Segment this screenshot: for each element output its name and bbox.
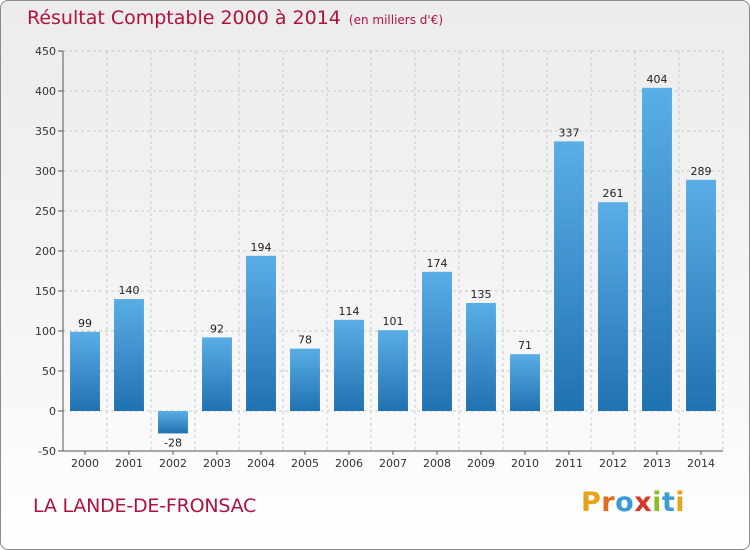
x-tick-label: 2007 xyxy=(379,457,407,470)
chart-title: Résultat Comptable 2000 à 2014 (en millie… xyxy=(27,7,443,29)
x-tick-label: 2001 xyxy=(115,457,143,470)
bar-2014 xyxy=(686,179,716,411)
y-tick-label: 50 xyxy=(42,365,56,378)
y-tick-label: 400 xyxy=(35,85,56,98)
data-label-2012: 261 xyxy=(603,187,624,200)
logo-letter: P xyxy=(581,487,602,518)
data-label-2010: 71 xyxy=(518,339,532,352)
axes: -50 0 50 100 150 200 250 300 350 400 450 2000 2001 20… xyxy=(35,45,723,470)
x-tick-label: 2006 xyxy=(335,457,363,470)
bar-2013 xyxy=(642,87,672,412)
y-tick-label: 250 xyxy=(35,205,56,218)
bar-2007 xyxy=(378,330,408,411)
data-label-2007: 101 xyxy=(383,315,404,328)
data-label-2014: 289 xyxy=(691,165,712,178)
x-tick-label: 2012 xyxy=(599,457,627,470)
logo-letter: r xyxy=(601,487,616,518)
logo-letter: t xyxy=(661,487,676,518)
data-label-2008: 174 xyxy=(427,257,448,270)
x-tick-label: 2013 xyxy=(643,457,671,470)
data-label-2003: 92 xyxy=(210,322,224,335)
logo-letter: o xyxy=(615,487,635,518)
bar-2005 xyxy=(290,348,320,411)
x-tick-label: 2000 xyxy=(71,457,99,470)
data-label-2011: 337 xyxy=(559,126,580,139)
x-tick-label: 2011 xyxy=(555,457,583,470)
chart-subtitle: (en milliers d'€) xyxy=(348,13,444,27)
bar-2000 xyxy=(70,331,100,411)
y-tick-label: 350 xyxy=(35,125,56,138)
x-tick-label: 2005 xyxy=(291,457,319,470)
chart-title-text: Résultat Comptable 2000 à 2014 xyxy=(27,7,341,29)
y-tick-label: 300 xyxy=(35,165,56,178)
data-label-2002: -28 xyxy=(164,436,182,449)
y-tick-label: 200 xyxy=(35,245,56,258)
x-tick-label: 2009 xyxy=(467,457,495,470)
x-tick-label: 2004 xyxy=(247,457,275,470)
bar-2003 xyxy=(202,337,232,411)
logo-letter: i xyxy=(652,487,662,518)
data-labels: 99 140 -28 92 194 78 114 101 174 135 71 337 261 404 28… xyxy=(78,73,712,450)
data-label-2009: 135 xyxy=(471,288,492,301)
data-label-2000: 99 xyxy=(78,317,92,330)
proxiti-logo[interactable]: Proxiti xyxy=(581,487,685,518)
y-tick-label: 0 xyxy=(49,405,56,418)
data-label-2004: 194 xyxy=(251,241,272,254)
bar-2004 xyxy=(246,255,276,411)
bars xyxy=(70,87,716,434)
y-tick-label: -50 xyxy=(38,445,56,458)
data-label-2013: 404 xyxy=(647,73,668,86)
data-label-2006: 114 xyxy=(339,305,360,318)
bar-2002 xyxy=(158,411,188,434)
bar-2001 xyxy=(114,299,144,411)
y-tick-label: 150 xyxy=(35,285,56,298)
y-tick-label: 100 xyxy=(35,325,56,338)
x-tick-label: 2014 xyxy=(687,457,715,470)
data-label-2005: 78 xyxy=(298,334,312,347)
x-tick-label: 2010 xyxy=(511,457,539,470)
bar-2011 xyxy=(554,141,584,411)
x-tick-label: 2003 xyxy=(203,457,231,470)
bar-2010 xyxy=(510,354,540,411)
commune-name: LA LANDE-DE-FRONSAC xyxy=(33,495,257,517)
logo-letter: i xyxy=(675,487,686,518)
logo-letter: x xyxy=(634,487,653,518)
data-label-2001: 140 xyxy=(119,284,140,297)
bar-2006 xyxy=(334,319,364,411)
x-tick-label: 2008 xyxy=(423,457,451,470)
bar-2008 xyxy=(422,271,452,411)
y-tick-label: 450 xyxy=(35,45,56,58)
x-tick-label: 2002 xyxy=(159,457,187,470)
bar-2012 xyxy=(598,202,628,411)
bar-2009 xyxy=(466,303,496,411)
